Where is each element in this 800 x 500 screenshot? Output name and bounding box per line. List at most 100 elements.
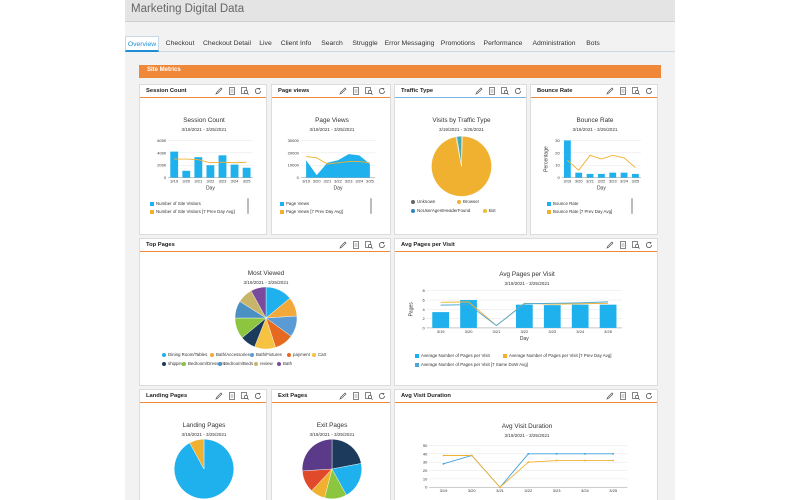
magnifier-document-icon[interactable] xyxy=(241,392,249,400)
legend-item[interactable]: Bot xyxy=(483,208,496,213)
tab-error-messaging[interactable]: Error Messaging xyxy=(384,40,435,47)
document-icon[interactable] xyxy=(352,241,360,249)
panel-bounce-rate: Bounce Rate Bounce Rate 3/19/2021 - 3/25… xyxy=(530,84,658,235)
refresh-icon[interactable] xyxy=(378,241,386,249)
tab-promotions[interactable]: Promotions xyxy=(440,40,476,47)
magnifier-document-icon[interactable] xyxy=(632,87,640,95)
pie-slice xyxy=(331,439,362,470)
bar xyxy=(543,305,561,328)
magnifier-document-icon[interactable] xyxy=(632,241,640,249)
legend-item[interactable]: Bedroom/Beds xyxy=(218,361,253,366)
y-tick-label: 20 xyxy=(555,150,560,155)
x-tick-label: 3/23 xyxy=(553,488,562,493)
chart-title: Avg Visit Duration xyxy=(501,423,553,430)
pencil-icon[interactable] xyxy=(339,392,347,400)
legend-item[interactable]: Number of Site Visitors xyxy=(150,201,201,206)
document-icon[interactable] xyxy=(228,392,236,400)
bar xyxy=(632,173,639,178)
tab-checkout-detail[interactable]: Checkout Detail xyxy=(203,40,251,47)
document-icon[interactable] xyxy=(619,87,627,95)
legend-label: Bath xyxy=(283,361,293,366)
refresh-icon[interactable] xyxy=(378,87,386,95)
legend-item[interactable]: Average Number of Pages per Visit xyxy=(415,353,490,358)
refresh-icon[interactable] xyxy=(514,87,522,95)
legend-swatch xyxy=(162,361,166,366)
avg-pages-chart: 0 2 4 6 8 3/19 3/20 3/21 3/22 3/23 3/24 3/25 Day Page… xyxy=(409,288,623,342)
document-icon[interactable] xyxy=(352,392,360,400)
legend-item[interactable]: Dining Room/Tables xyxy=(162,352,207,357)
legend-item[interactable]: review xyxy=(254,361,273,366)
refresh-icon[interactable] xyxy=(254,87,262,95)
pencil-icon[interactable] xyxy=(606,392,614,400)
legend-item[interactable]: NoUserAgentHeaderFound xyxy=(411,208,470,213)
refresh-icon[interactable] xyxy=(645,241,653,249)
tab-live[interactable]: Live xyxy=(259,40,272,47)
document-icon[interactable] xyxy=(228,87,236,95)
legend-swatch xyxy=(457,199,461,204)
legend-swatch xyxy=(312,352,316,357)
legend-label: Dining Room/Tables xyxy=(168,352,208,357)
tab-struggle[interactable]: Struggle xyxy=(352,40,378,47)
x-tick-label: 3/25 xyxy=(609,488,618,493)
refresh-icon[interactable] xyxy=(645,87,653,95)
document-icon[interactable] xyxy=(488,87,496,95)
legend-item[interactable]: Number of Site Visitors [7 Prev Day Avg] xyxy=(150,209,235,214)
legend-item[interactable]: Bath/Accessories xyxy=(210,352,250,357)
app-titlebar: Marketing Digital Data xyxy=(125,0,675,22)
pencil-icon[interactable] xyxy=(339,241,347,249)
pencil-icon[interactable] xyxy=(215,392,223,400)
tab-bar: Overview Checkout Checkout Detail Live C… xyxy=(125,36,675,52)
document-icon[interactable] xyxy=(352,87,360,95)
legend-label: Number of Site Visitors [7 Prev Day Avg] xyxy=(156,209,235,214)
refresh-icon[interactable] xyxy=(254,392,262,400)
legend-item[interactable]: Bounce Rate [7 Prev Day Avg] xyxy=(547,209,612,214)
pencil-icon[interactable] xyxy=(215,87,223,95)
legend-item[interactable]: Unknown xyxy=(411,199,435,204)
magnifier-document-icon[interactable] xyxy=(365,392,373,400)
legend-item[interactable]: Cart xyxy=(312,352,326,357)
bar xyxy=(218,155,227,178)
legend-item[interactable]: Bath/Fixtures xyxy=(250,352,282,357)
legend-item[interactable]: Page Views xyxy=(280,201,309,206)
refresh-icon[interactable] xyxy=(645,392,653,400)
refresh-icon[interactable] xyxy=(378,392,386,400)
tab-bots[interactable]: Bots xyxy=(586,40,600,47)
magnifier-document-icon[interactable] xyxy=(501,87,509,95)
point xyxy=(470,454,473,457)
legend-item[interactable]: shipping xyxy=(162,361,184,366)
tab-overview[interactable]: Overview xyxy=(125,36,159,52)
y-axis-label: Percentage xyxy=(544,146,550,172)
legend-item[interactable]: Bounce Rate xyxy=(547,201,578,206)
legend-swatch xyxy=(182,361,186,366)
legend-swatch xyxy=(210,352,214,357)
legend-item[interactable]: Average Number of Pages per Visit [7 Sam… xyxy=(415,362,528,367)
magnifier-document-icon[interactable] xyxy=(365,241,373,249)
x-tick-label: 3/25 xyxy=(632,179,641,184)
pencil-icon[interactable] xyxy=(339,87,347,95)
tab-administration[interactable]: Administration xyxy=(532,40,576,47)
legend-item[interactable]: Browser xyxy=(457,199,479,204)
pencil-icon[interactable] xyxy=(475,87,483,95)
legend-scrollbar[interactable] xyxy=(631,198,633,214)
pencil-icon[interactable] xyxy=(606,87,614,95)
chart-date-range: 3/19/2021 - 3/25/2021 xyxy=(572,127,618,132)
x-tick-label: 3/24 xyxy=(576,329,585,334)
legend-item[interactable]: Average Number of Pages per Visit [7 Pre… xyxy=(503,353,612,358)
legend-scrollbar[interactable] xyxy=(370,198,372,214)
magnifier-document-icon[interactable] xyxy=(365,87,373,95)
magnifier-document-icon[interactable] xyxy=(632,392,640,400)
tab-performance[interactable]: Performance xyxy=(483,40,523,47)
legend-scrollbar[interactable] xyxy=(247,198,249,214)
legend-item[interactable]: Page Views [7 Prev Day Avg] xyxy=(280,209,343,214)
document-icon[interactable] xyxy=(619,241,627,249)
tab-search[interactable]: Search xyxy=(321,40,343,47)
document-icon[interactable] xyxy=(619,392,627,400)
tab-client-info[interactable]: Client Info xyxy=(280,40,312,47)
legend-item[interactable]: Bedroom/Dressers xyxy=(182,361,225,366)
tab-checkout[interactable]: Checkout xyxy=(165,40,195,47)
legend-item[interactable]: Bath xyxy=(277,361,292,366)
magnifier-document-icon[interactable] xyxy=(241,87,249,95)
legend-item[interactable]: payment xyxy=(287,352,310,357)
pencil-icon[interactable] xyxy=(606,241,614,249)
x-tick-label: 3/19 xyxy=(437,329,446,334)
